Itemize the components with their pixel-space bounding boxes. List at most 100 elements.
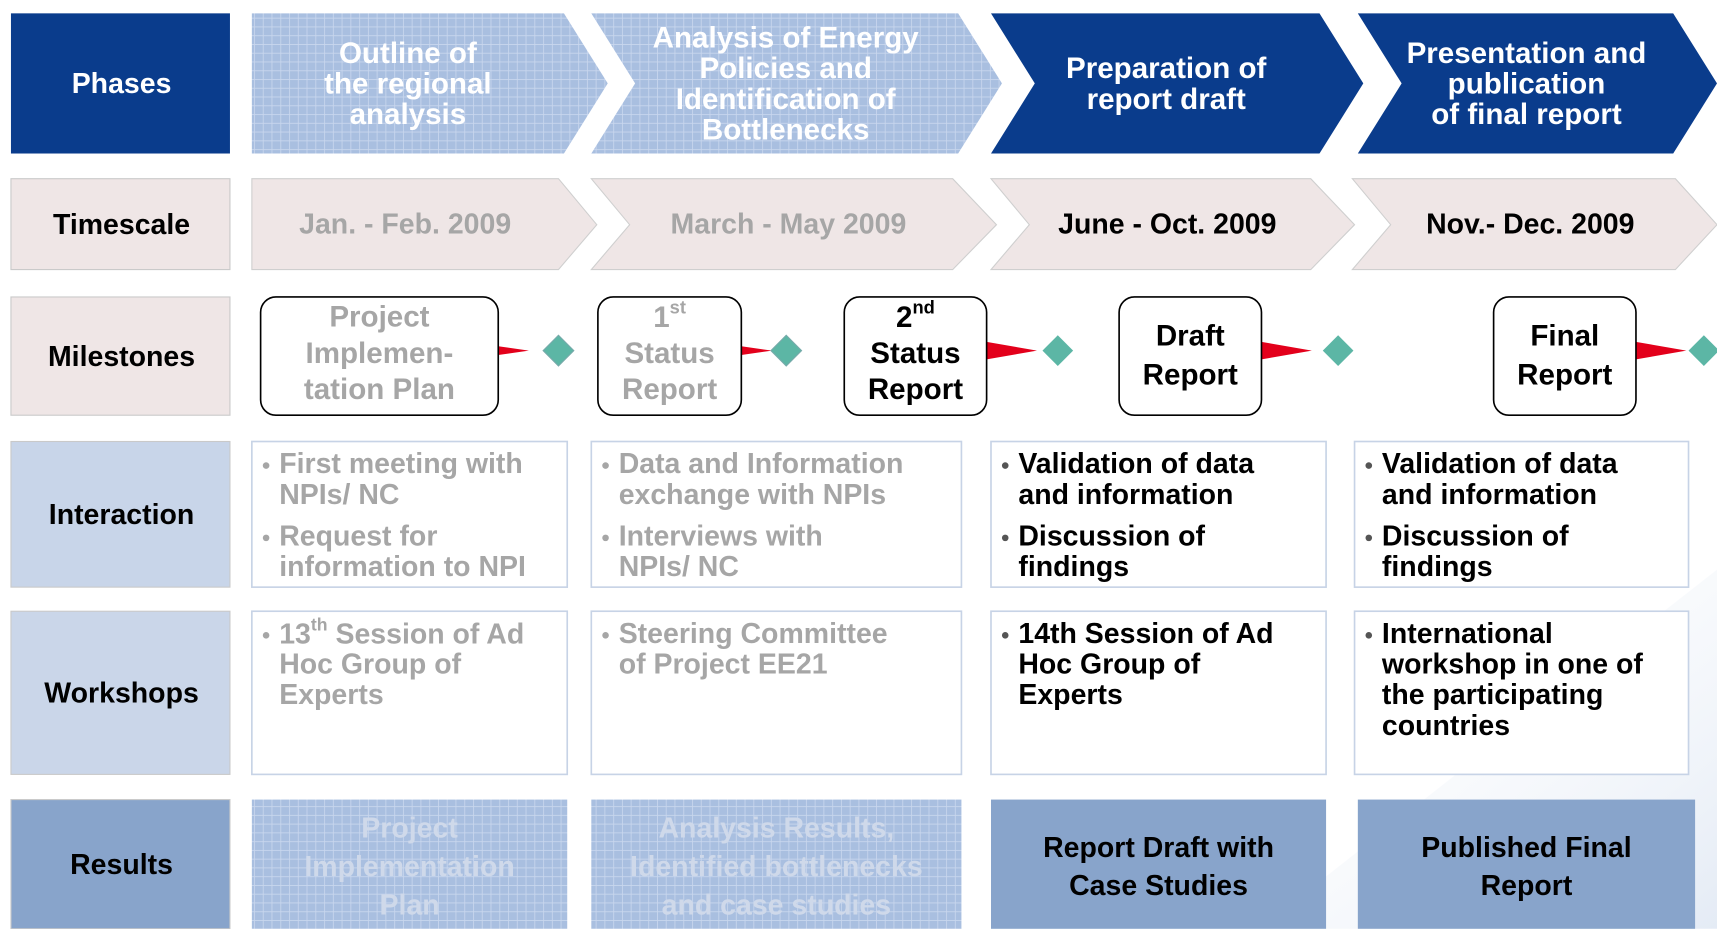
text-line: tation Plan [304,373,455,406]
bullet [1001,534,1009,542]
text-line: report draft [1087,83,1246,116]
text-line: Hoc Group of [279,649,461,681]
workshops-box [590,610,963,776]
phase-chevron [591,13,1002,154]
workshops-box [990,610,1327,776]
text-line: Status [624,337,714,370]
text-line: Bottlenecks [702,113,870,146]
interaction-box [1353,440,1690,588]
bullet [1365,534,1373,542]
row-label-box [10,13,230,154]
text-line: the regional [324,67,491,100]
text-line: Presentation and [1407,37,1647,70]
text-line: countries [1382,710,1510,742]
milestone-pointer [1635,341,1687,360]
text-line: Report [868,373,963,406]
text-line: and information [1018,479,1233,511]
bullet [262,462,270,469]
interaction-box [990,440,1327,588]
timescale-label: Nov.- Dec. 2009 [1426,208,1634,240]
text-line: findings [1018,551,1129,583]
text-line: Policies and [699,52,871,85]
text-line: Experts [1018,679,1122,711]
text-line: Analysis of Energy [653,21,920,54]
text-line: Preparation of [1066,52,1266,85]
phase-chevron [990,13,1364,154]
text-line: Final [1530,319,1599,352]
text-line: Project [329,301,429,334]
milestone-box [259,296,500,417]
phase-chevron [1357,13,1717,154]
text-line: information to NPI [279,551,526,583]
text-line: and case studies [662,889,891,921]
text-line: Analysis Results, [658,813,894,845]
bullet [602,534,609,542]
text-line: Discussion of [1018,520,1205,552]
bullet [262,534,270,542]
row-label: Results [70,849,173,881]
result-box [1357,799,1696,929]
text-line: analysis [350,98,467,131]
text-sup: nd [912,296,934,317]
milestone-box [1492,296,1637,417]
text-post: Session of Ad [328,618,525,650]
interaction-box [590,440,963,588]
text-line: Report [1143,359,1238,392]
text-line: Steering Committee [619,618,888,650]
text-sup: th [311,614,328,634]
bullet [602,462,609,469]
text-line: Project [361,813,458,845]
bullet [1365,632,1373,639]
text-line: International [1382,618,1553,650]
text-line: Case Studies [1069,870,1248,902]
row-label: Phases [72,68,172,100]
bullet [1001,462,1009,469]
text-line: Plan [379,889,439,921]
timescale-label: March - May 2009 [671,208,907,240]
milestone-pointer [741,346,772,355]
text-line: NPIs/ NC [279,479,399,511]
text-line: First meeting with [279,448,523,480]
milestone-pointer [1261,341,1312,360]
bullet [262,632,270,639]
milestone-box [1118,296,1263,417]
bullet [1001,632,1009,639]
row-label-box [10,178,231,271]
milestone-box [843,296,988,417]
text-line: Discussion of [1382,520,1569,552]
text-line: Data and Information [619,448,904,480]
text-line: Published Final [1421,832,1631,864]
text-pre: 1 [653,301,669,334]
result-box [591,799,962,929]
text-line: Report Draft with [1043,832,1274,864]
row-label: Timescale [53,209,190,241]
text-line: Status [870,337,960,370]
result-box [251,799,568,929]
timescale-chevron [989,178,1356,271]
milestone-diamond [1042,335,1074,366]
phase-chevron [251,13,608,154]
text-line: of Project EE21 [619,649,828,681]
text-line: 1st [653,296,686,333]
text-line: NPIs/ NC [619,551,739,583]
timescale-chevron [251,178,598,271]
text-line: Draft [1156,319,1225,352]
text-line: exchange with NPIs [619,479,886,511]
text-line: Implementation [304,851,514,883]
text-line: Report [1481,870,1573,902]
row-label-box [10,799,231,929]
workshops-box [251,610,569,776]
text-line: Hoc Group of [1018,649,1200,681]
text-line: 13th Session of Ad [279,614,524,650]
text-line: the participating [1382,679,1603,711]
text-line: Report [622,373,717,406]
text-sup: st [670,296,686,317]
text-pre: 2 [896,301,912,334]
result-box [990,799,1327,929]
timescale-chevron [1351,178,1717,271]
text-line: and information [1382,479,1597,511]
milestone-diamond [770,334,803,367]
text-pre: 13 [279,618,311,650]
text-line: Implemen- [306,337,454,370]
